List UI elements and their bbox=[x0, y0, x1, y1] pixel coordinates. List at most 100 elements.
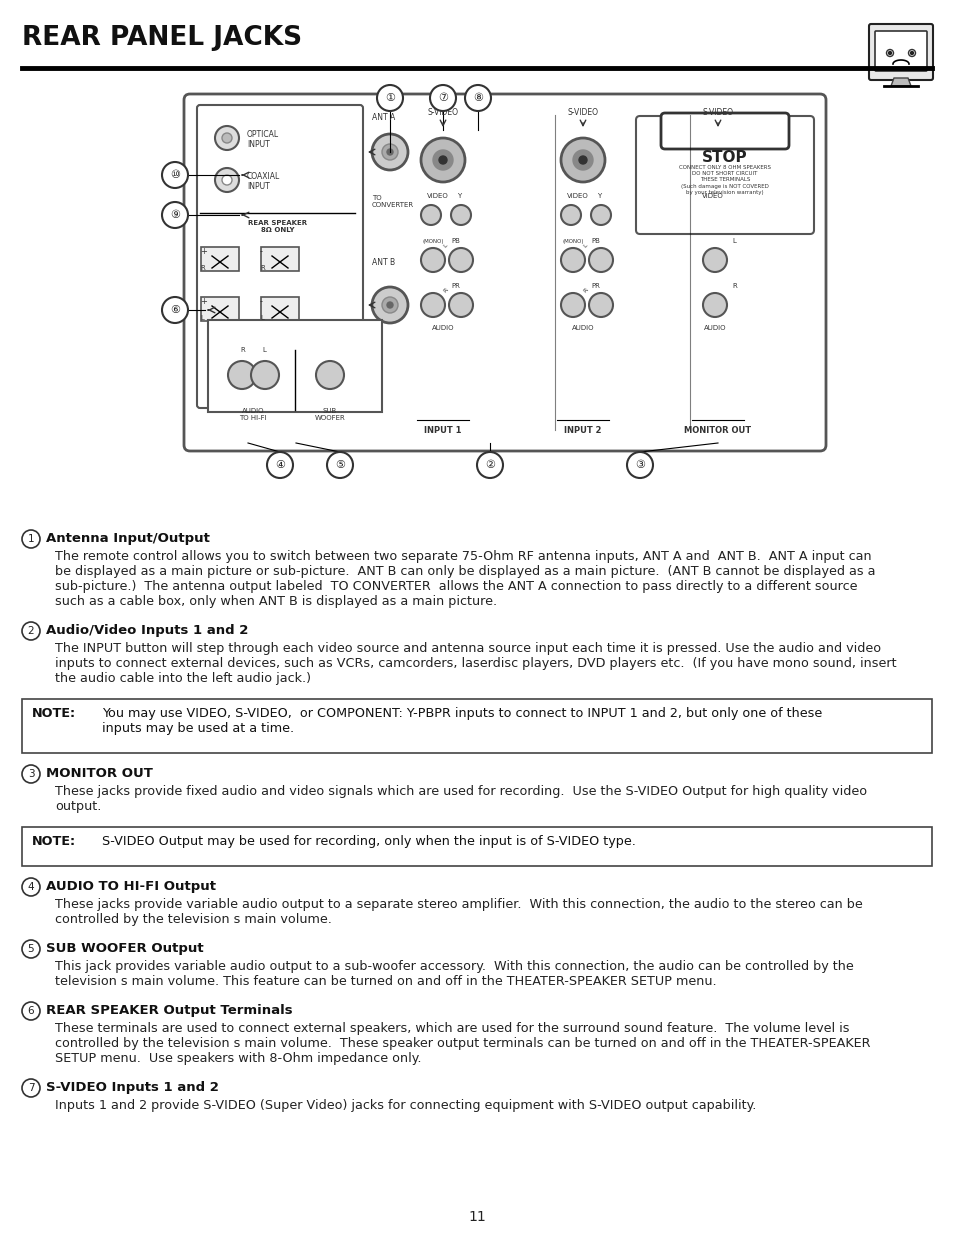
Text: 3: 3 bbox=[28, 769, 34, 779]
Text: R: R bbox=[442, 288, 449, 294]
Circle shape bbox=[372, 287, 408, 324]
Text: S-VIDEO Output may be used for recording, only when the input is of S-VIDEO type: S-VIDEO Output may be used for recording… bbox=[102, 835, 636, 848]
Text: the audio cable into the left audio jack.): the audio cable into the left audio jack… bbox=[55, 672, 311, 685]
Circle shape bbox=[464, 85, 491, 111]
Circle shape bbox=[560, 138, 604, 182]
FancyBboxPatch shape bbox=[874, 31, 926, 70]
Circle shape bbox=[162, 203, 188, 228]
Text: These jacks provide fixed audio and video signals which are used for recording. : These jacks provide fixed audio and vide… bbox=[55, 785, 866, 798]
Text: +: + bbox=[200, 296, 207, 306]
Circle shape bbox=[573, 149, 593, 170]
Text: sub-picture.)  The antenna output labeled  TO CONVERTER  allows the ANT A connec: sub-picture.) The antenna output labeled… bbox=[55, 580, 857, 593]
Circle shape bbox=[588, 248, 613, 272]
Text: controlled by the television s main volume.: controlled by the television s main volu… bbox=[55, 913, 332, 926]
Circle shape bbox=[214, 126, 239, 149]
Circle shape bbox=[704, 205, 724, 225]
Circle shape bbox=[387, 149, 393, 156]
Text: ①: ① bbox=[385, 93, 395, 103]
Text: Y: Y bbox=[597, 193, 600, 199]
Circle shape bbox=[560, 248, 584, 272]
Circle shape bbox=[707, 149, 727, 170]
Text: 2: 2 bbox=[28, 626, 34, 636]
Circle shape bbox=[438, 156, 447, 164]
FancyBboxPatch shape bbox=[261, 296, 298, 321]
Text: CONNECT ONLY 8 OHM SPEAKERS
DO NOT SHORT CIRCUIT
THESE TERMINALS
(Such damage is: CONNECT ONLY 8 OHM SPEAKERS DO NOT SHORT… bbox=[679, 165, 770, 195]
Text: VIDEO: VIDEO bbox=[566, 193, 588, 199]
Text: (MONO): (MONO) bbox=[562, 240, 584, 245]
Circle shape bbox=[451, 205, 471, 225]
Text: R: R bbox=[200, 266, 205, 270]
Circle shape bbox=[22, 878, 40, 897]
Text: ANT B: ANT B bbox=[372, 258, 395, 267]
Text: inputs may be used at a time.: inputs may be used at a time. bbox=[102, 722, 294, 735]
Text: Inputs 1 and 2 provide S-VIDEO (Super Video) jacks for connecting equipment with: Inputs 1 and 2 provide S-VIDEO (Super Vi… bbox=[55, 1099, 756, 1112]
Text: L: L bbox=[200, 315, 204, 321]
Text: SUB
WOOFER: SUB WOOFER bbox=[314, 408, 345, 421]
Circle shape bbox=[907, 49, 915, 57]
Text: 4: 4 bbox=[28, 882, 34, 892]
Text: AUDIO: AUDIO bbox=[703, 325, 725, 331]
Circle shape bbox=[376, 85, 402, 111]
Text: (MONO): (MONO) bbox=[422, 240, 444, 245]
Circle shape bbox=[713, 156, 721, 164]
Circle shape bbox=[420, 205, 440, 225]
Text: The INPUT button will step through each video source and antenna source input ea: The INPUT button will step through each … bbox=[55, 642, 881, 655]
Text: television s main volume. This feature can be turned on and off in the THEATER-S: television s main volume. This feature c… bbox=[55, 974, 716, 988]
Text: 6: 6 bbox=[28, 1007, 34, 1016]
Circle shape bbox=[420, 248, 444, 272]
Text: 11: 11 bbox=[468, 1210, 485, 1224]
Circle shape bbox=[22, 1002, 40, 1020]
Circle shape bbox=[251, 361, 278, 389]
Text: S-VIDEO: S-VIDEO bbox=[567, 107, 598, 117]
Text: ④: ④ bbox=[274, 459, 285, 471]
Circle shape bbox=[560, 293, 584, 317]
Text: -: - bbox=[260, 296, 263, 306]
FancyBboxPatch shape bbox=[196, 105, 363, 408]
Text: Y: Y bbox=[456, 193, 460, 199]
Text: VIDEO: VIDEO bbox=[427, 193, 448, 199]
Text: -: - bbox=[260, 247, 263, 256]
Text: output.: output. bbox=[55, 800, 101, 813]
Circle shape bbox=[476, 452, 502, 478]
Text: NOTE:: NOTE: bbox=[32, 706, 76, 720]
Circle shape bbox=[420, 293, 444, 317]
Circle shape bbox=[22, 1079, 40, 1097]
Text: REAR SPEAKER
8Ω ONLY: REAR SPEAKER 8Ω ONLY bbox=[248, 220, 307, 233]
Circle shape bbox=[22, 764, 40, 783]
Text: INPUT 1: INPUT 1 bbox=[424, 426, 461, 435]
FancyBboxPatch shape bbox=[184, 94, 825, 451]
Text: 5: 5 bbox=[28, 944, 34, 953]
Circle shape bbox=[22, 940, 40, 958]
Text: R: R bbox=[240, 347, 245, 353]
Text: PB: PB bbox=[590, 238, 599, 245]
FancyBboxPatch shape bbox=[201, 296, 239, 321]
Text: R: R bbox=[731, 283, 736, 289]
Text: ⑦: ⑦ bbox=[437, 93, 448, 103]
Text: R: R bbox=[582, 288, 589, 294]
Circle shape bbox=[228, 361, 255, 389]
Text: SETUP menu.  Use speakers with 8-Ohm impedance only.: SETUP menu. Use speakers with 8-Ohm impe… bbox=[55, 1052, 421, 1065]
Circle shape bbox=[22, 622, 40, 640]
Text: 1: 1 bbox=[28, 534, 34, 543]
Text: VIDEO: VIDEO bbox=[701, 193, 723, 199]
Text: +: + bbox=[200, 247, 207, 256]
Text: PR: PR bbox=[451, 283, 459, 289]
Circle shape bbox=[885, 49, 893, 57]
Circle shape bbox=[626, 452, 652, 478]
Text: These terminals are used to connect external speakers, which are used for the su: These terminals are used to connect exte… bbox=[55, 1023, 848, 1035]
Text: PR: PR bbox=[590, 283, 599, 289]
Circle shape bbox=[222, 133, 232, 143]
Text: S-VIDEO: S-VIDEO bbox=[701, 107, 733, 117]
Text: Antenna Input/Output: Antenna Input/Output bbox=[46, 532, 210, 545]
Circle shape bbox=[588, 293, 613, 317]
Circle shape bbox=[372, 135, 408, 170]
Text: 7: 7 bbox=[28, 1083, 34, 1093]
Text: ⑩: ⑩ bbox=[170, 170, 180, 180]
Circle shape bbox=[162, 162, 188, 188]
Text: STOP: STOP bbox=[701, 149, 747, 164]
Circle shape bbox=[590, 205, 610, 225]
Text: ⑨: ⑨ bbox=[170, 210, 180, 220]
Text: The remote control allows you to switch between two separate 75-Ohm RF antenna i: The remote control allows you to switch … bbox=[55, 550, 871, 563]
Text: AUDIO
TO HI-FI: AUDIO TO HI-FI bbox=[239, 408, 267, 421]
Text: S-VIDEO Inputs 1 and 2: S-VIDEO Inputs 1 and 2 bbox=[46, 1081, 218, 1094]
